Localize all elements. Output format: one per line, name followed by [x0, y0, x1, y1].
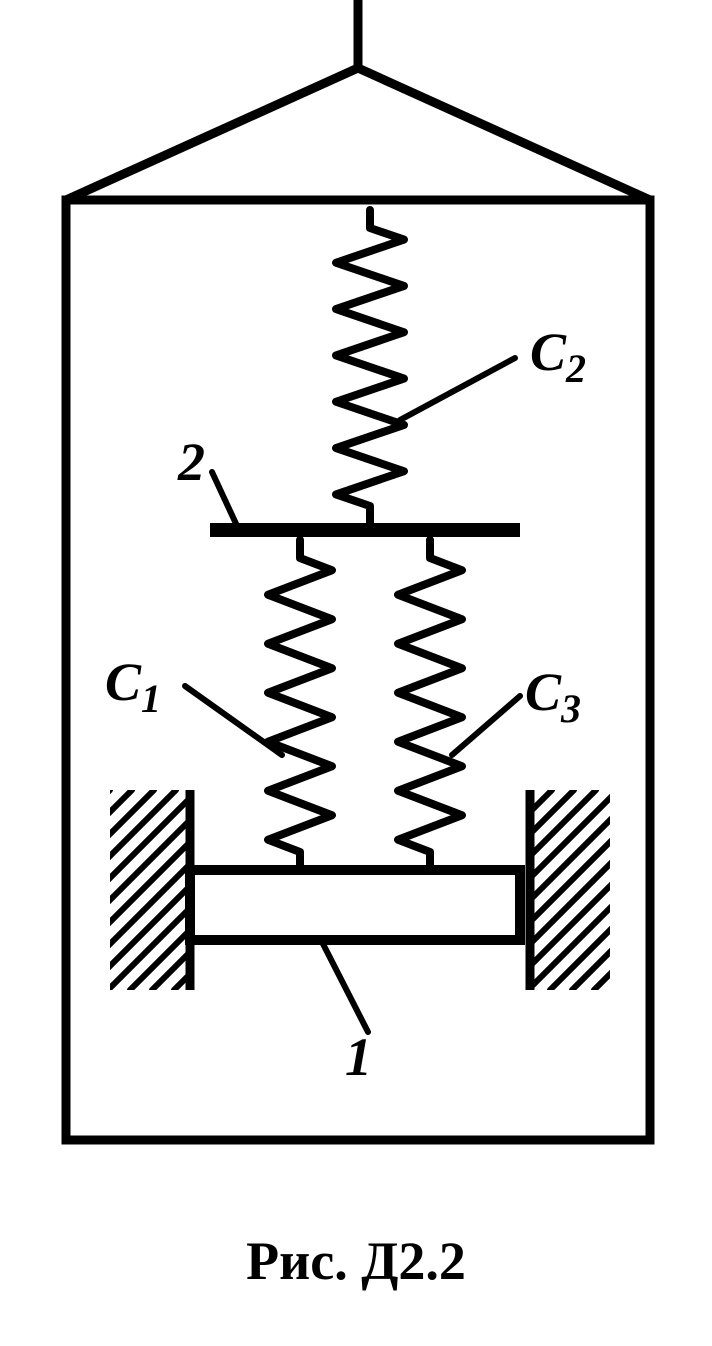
- label-c2: C2: [530, 322, 586, 391]
- label-l2: 2: [177, 432, 205, 492]
- leader-l1: [320, 938, 368, 1032]
- leader-c2: [400, 358, 515, 420]
- page: C2 C1 C3 2 1 Рис. Д2.2: [0, 0, 712, 1341]
- mechanical-diagram: C2 C1 C3 2 1: [0, 0, 712, 1341]
- spring-c3: [398, 540, 462, 870]
- leader-c3: [452, 696, 520, 755]
- label-l1: 1: [345, 1027, 372, 1087]
- block-1: [190, 870, 520, 940]
- spring-c2: [336, 210, 404, 524]
- leader-l2: [212, 472, 238, 528]
- label-c1: C1: [105, 652, 161, 721]
- figure-caption: Рис. Д2.2: [0, 1230, 712, 1292]
- roof: [66, 68, 650, 200]
- spring-c1: [268, 540, 332, 870]
- label-c3: C3: [525, 662, 581, 731]
